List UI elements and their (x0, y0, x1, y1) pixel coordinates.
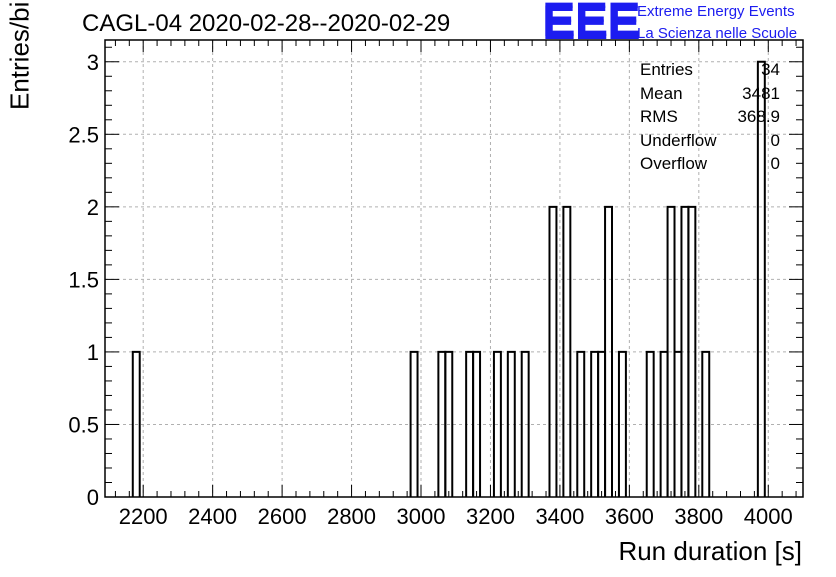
x-tick-label: 2600 (258, 504, 307, 529)
stat-rms: RMS 368.9 (640, 107, 780, 131)
histogram-bar (492, 350, 502, 497)
logo-line-1: Extreme Energy Events (637, 3, 795, 20)
x-tick-label: 2200 (119, 504, 168, 529)
histogram-bar (756, 60, 766, 497)
stat-label: Mean (640, 83, 683, 103)
stat-overflow: Overflow 0 (640, 154, 780, 178)
histogram-bar (409, 350, 419, 497)
histogram-bar (617, 350, 627, 497)
histogram-bar (687, 205, 697, 497)
histogram-bars (131, 60, 766, 497)
stat-value: 368.9 (737, 107, 780, 126)
y-tick-label: 2 (87, 195, 99, 220)
logo-line-2: La Scienza nelle Scuole (637, 25, 798, 42)
stat-value: 0 (770, 130, 780, 150)
y-tick-label: 3 (87, 50, 99, 75)
histogram-bar (444, 350, 454, 497)
chart-title: CAGL-04 2020-02-28--2020-02-29 (82, 10, 451, 37)
stat-entries: Entries 34 (640, 60, 780, 84)
histogram-bar (506, 350, 516, 497)
histogram-bar (562, 205, 572, 497)
y-tick-label: 1.5 (68, 267, 99, 292)
stats-box: Entries 34 Mean 3481 RMS 368.9 Underflow… (640, 60, 780, 178)
x-tick-label: 3200 (466, 504, 515, 529)
histogram-bar (604, 205, 614, 497)
plot-frame (104, 39, 804, 498)
x-tick-label: 3000 (397, 504, 446, 529)
stat-value: 0 (770, 154, 780, 173)
histogram-bar (472, 350, 482, 497)
histogram-bar (131, 350, 141, 497)
eee-logo-mark: EEE (542, 0, 641, 47)
x-tick-label: 2400 (188, 504, 237, 529)
x-tick-label: 3800 (674, 504, 723, 529)
stat-underflow: Underflow 0 (640, 131, 780, 155)
x-tick-label: 3600 (605, 504, 654, 529)
histogram-bar (701, 350, 711, 497)
histogram-bar (576, 350, 586, 497)
x-axis-title: Run duration [s] (618, 536, 802, 566)
grid-lines (105, 40, 803, 497)
axes: 2200 2400 2600 2800 3000 3200 3400 3600 3800 4000… (68, 39, 804, 529)
x-tick-label: 2800 (327, 504, 376, 529)
y-tick-label: 2.5 (68, 122, 99, 147)
stat-label: RMS (640, 107, 678, 126)
histogram-bar (548, 205, 558, 497)
stat-value: 34 (761, 60, 780, 79)
x-tick-label: 4000 (744, 504, 793, 529)
y-tick-label: 1 (87, 340, 99, 365)
stat-label: Overflow (640, 154, 708, 173)
stat-label: Underflow (640, 130, 717, 150)
histogram-bar (645, 350, 655, 497)
y-tick-label: 0.5 (68, 412, 99, 437)
y-tick-label: 0 (87, 485, 99, 510)
x-tick-label: 3400 (535, 504, 584, 529)
y-axis-title: Entries/bin (4, 0, 35, 110)
stat-label: Entries (640, 60, 693, 79)
histogram-bar (520, 350, 530, 497)
stat-mean: Mean 3481 (640, 84, 780, 108)
stat-value: 3481 (742, 83, 780, 103)
